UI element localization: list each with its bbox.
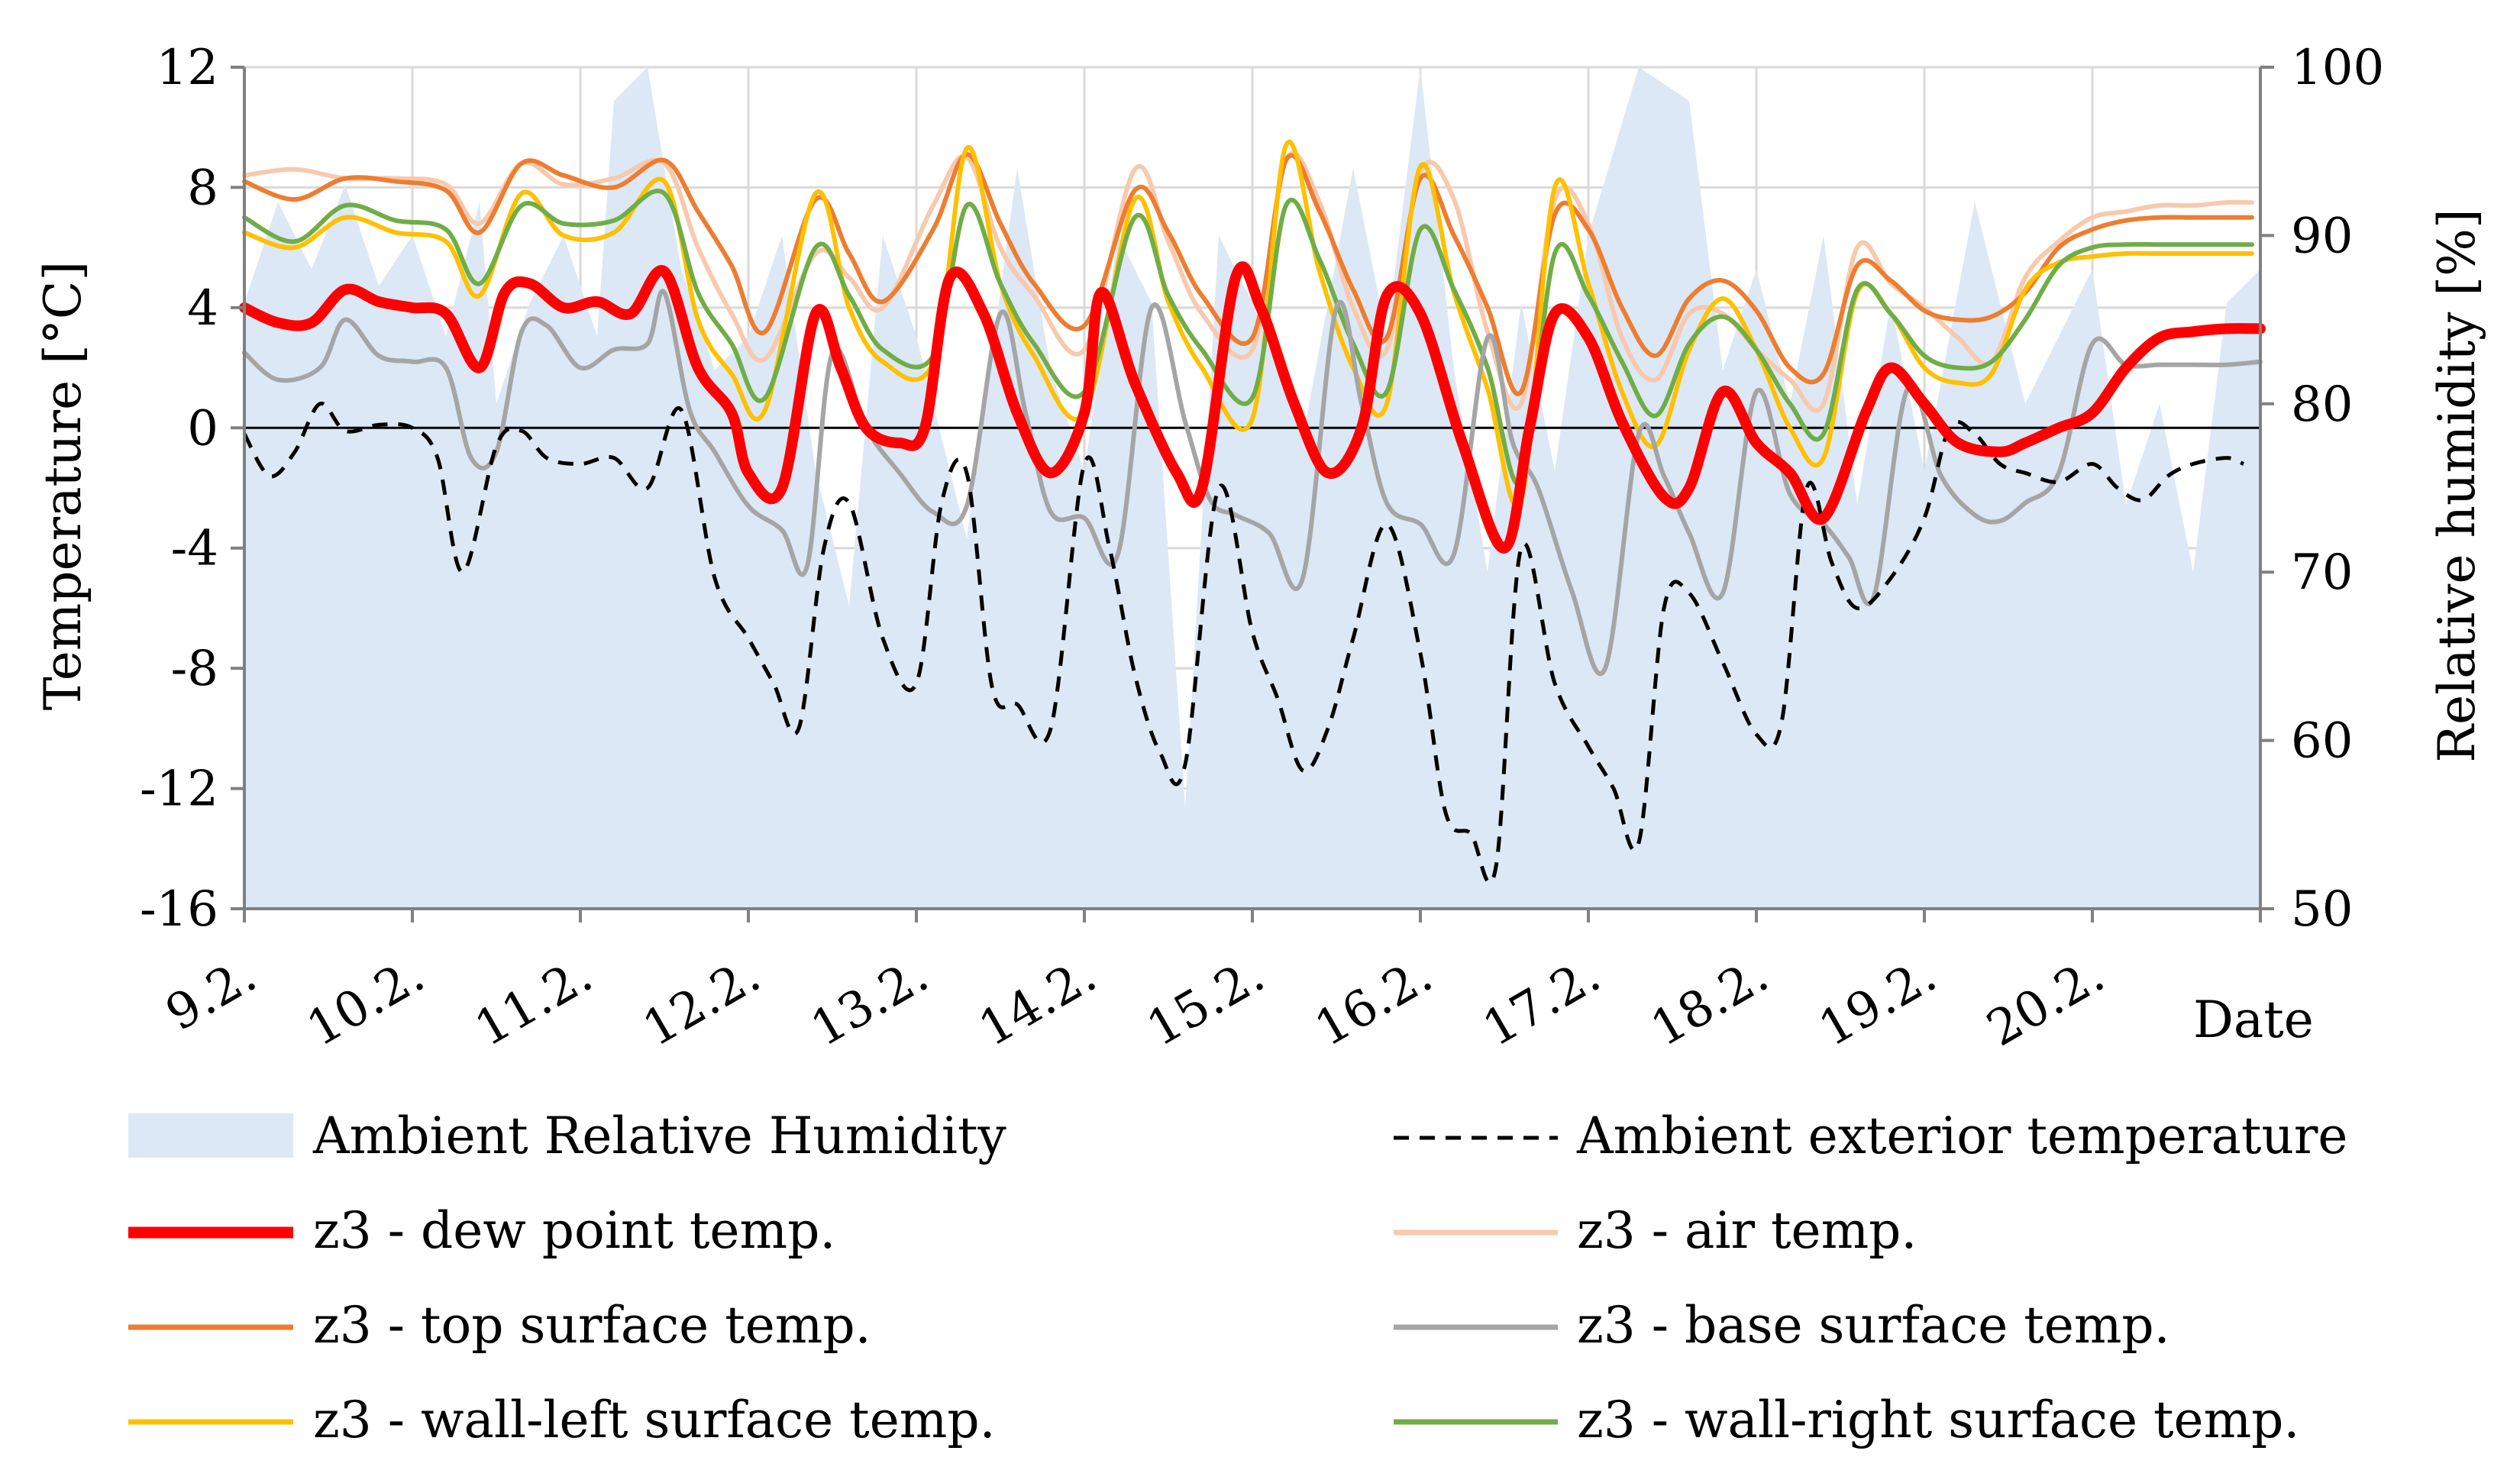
y-axis-title: Temperature [°C]: [34, 261, 92, 710]
x-tick-label-9: 18.2.: [1642, 947, 1778, 1058]
x-tick-label-7: 16.2.: [1306, 947, 1442, 1058]
humidity-area-layer: [244, 67, 2260, 909]
x-tick-label-3: 12.2.: [634, 947, 770, 1058]
legend-label-humidity: Ambient Relative Humidity: [312, 1107, 1006, 1165]
legend-label-exterior: Ambient exterior temperature: [1576, 1107, 2347, 1165]
legend-label-base: z3 - base surface temp.: [1577, 1296, 2170, 1355]
humidity-area: [244, 67, 2260, 909]
legend-label-top: z3 - top surface temp.: [313, 1296, 871, 1355]
y-tick-label-7: -16: [140, 881, 218, 938]
legend-label-wall-left: z3 - wall-left surface temp.: [313, 1391, 996, 1449]
x-tick-label-2: 11.2.: [466, 947, 602, 1058]
y2-tick-label-1: 90: [2291, 208, 2353, 264]
y2-tick-label-0: 100: [2291, 40, 2384, 96]
y2-axis-title: Relative humidity [%]: [2428, 208, 2486, 762]
y2-tick-label-2: 80: [2291, 376, 2353, 433]
legend: Ambient Relative Humidity Ambient exteri…: [128, 1107, 2347, 1449]
y2-tick-label-3: 70: [2291, 544, 2353, 601]
x-tick-label-11: 20.2.: [1978, 947, 2114, 1058]
series-line-wall-right: [242, 189, 2254, 487]
legend-swatch-humidity: [128, 1113, 293, 1158]
y-tick-label-3: 0: [187, 400, 218, 457]
y-tick-label-0: 12: [157, 40, 218, 96]
x-axis-title: Date: [2193, 990, 2314, 1049]
legend-label-wall-right: z3 - wall-right surface temp.: [1577, 1391, 2299, 1449]
series-line-top: [242, 152, 2254, 396]
y-tick-label-6: -12: [140, 761, 218, 818]
series-layer: [239, 140, 2266, 885]
axes: [231, 66, 2274, 922]
legend-label-dew: z3 - dew point temp.: [313, 1201, 835, 1260]
y2-tick-label-4: 60: [2291, 713, 2353, 770]
x-tick-label-1: 10.2.: [298, 947, 434, 1058]
y-tick-label-1: 8: [187, 160, 218, 216]
x-tick-label-10: 19.2.: [1810, 947, 1946, 1058]
y2-tick-label-5: 50: [2291, 881, 2353, 938]
y-tick-label-2: 4: [187, 280, 218, 337]
x-tick-label-8: 17.2.: [1474, 947, 1610, 1058]
legend-label-air: z3 - air temp.: [1577, 1201, 1917, 1260]
y-tick-label-4: -4: [171, 521, 218, 577]
series-line-exterior: [242, 402, 2245, 885]
x-tick-label-4: 13.2.: [802, 947, 938, 1058]
x-tick-label-5: 14.2.: [970, 947, 1106, 1058]
x-tick-label-6: 15.2.: [1138, 947, 1274, 1058]
series-line-dew: [239, 261, 2266, 554]
x-tick-label-0: 9.2.: [157, 947, 266, 1042]
y-tick-label-5: -8: [171, 641, 218, 697]
